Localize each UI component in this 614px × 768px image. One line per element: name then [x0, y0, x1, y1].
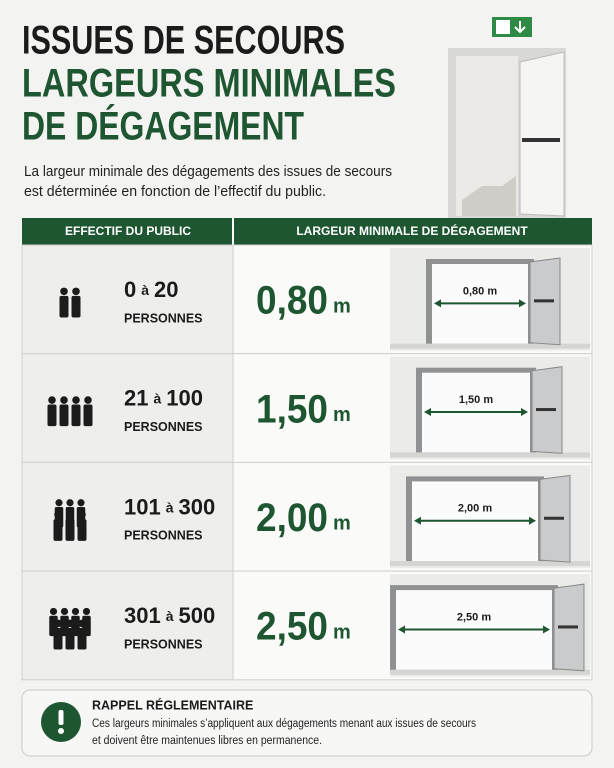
range-to: 500: [179, 603, 216, 628]
floor: [390, 561, 590, 567]
person-body: [77, 519, 87, 541]
notice-box: [21, 689, 593, 757]
intro-line: La largeur minimale des dégagements des …: [24, 163, 392, 180]
title-line: ISSUES DE SECOURS: [22, 19, 345, 63]
person-head: [77, 499, 85, 507]
width-unit: m: [333, 404, 351, 426]
range-sep: à: [141, 282, 149, 298]
person-body: [71, 295, 81, 318]
range-to: 300: [179, 494, 216, 519]
person-head: [49, 607, 58, 616]
person-body: [71, 404, 81, 427]
notice-title: RAPPEL RÉGLEMENTAIRE: [92, 697, 253, 712]
door-illustration: [448, 17, 566, 218]
width-value: 1,50: [256, 387, 328, 431]
person-body: [59, 404, 69, 427]
panic-bar: [536, 408, 556, 412]
width-unit: m: [333, 621, 351, 643]
table-header: [22, 218, 592, 245]
person-head: [60, 396, 68, 404]
door-label: 2,00 m: [458, 503, 492, 515]
person-head: [60, 607, 69, 616]
width-value: 2,00: [256, 496, 328, 540]
floor: [390, 669, 590, 675]
person-head: [84, 396, 92, 404]
column-header: EFFECTIF DU PUBLIC: [65, 224, 191, 238]
person-head: [78, 510, 86, 519]
people-label: PERSONNES: [124, 529, 203, 543]
person-body: [53, 627, 63, 650]
person-head: [66, 499, 74, 507]
people-label: PERSONNES: [124, 311, 203, 325]
person-head: [72, 287, 80, 296]
range-text: 101 à 300: [124, 494, 215, 519]
notice-line: et doivent être maintenues libres en per…: [92, 735, 322, 747]
person-head: [82, 607, 91, 616]
column-header: LARGEUR MINIMALE DE DÉGAGEMENT: [296, 223, 528, 238]
person-body: [47, 404, 57, 427]
range-text: 21 à 100: [124, 386, 203, 411]
width-value: 0,80: [256, 279, 328, 323]
stairs: [462, 176, 516, 216]
person-body: [77, 627, 87, 650]
range-from: 301: [124, 603, 161, 628]
person-body: [65, 519, 75, 541]
people-label: PERSONNES: [124, 420, 203, 434]
exit-arrow: [514, 21, 526, 34]
door-leaf: [519, 51, 565, 217]
person-head: [66, 510, 74, 519]
panic-bar: [534, 299, 554, 303]
width-unit: m: [333, 513, 351, 535]
range-text: 0 à 20: [124, 277, 179, 302]
range-text: 301 à 500: [124, 603, 215, 628]
range-to: 100: [166, 386, 203, 411]
width-value: 2,50: [256, 605, 328, 649]
person-head: [55, 499, 63, 507]
person-head: [66, 619, 74, 628]
range-sep: à: [166, 608, 174, 624]
person-head: [78, 619, 86, 628]
person-body: [53, 519, 63, 541]
door-label: 1,50 m: [459, 394, 493, 406]
range-from: 0: [124, 277, 136, 302]
range-from: 101: [124, 494, 161, 519]
title-line: DE DÉGAGEMENT: [22, 104, 304, 149]
door-label: 0,80 m: [463, 285, 497, 297]
person-head: [72, 396, 80, 404]
person-head: [71, 607, 80, 616]
exit-sign-icon: [496, 20, 510, 34]
person-body: [59, 295, 69, 318]
range-to: 20: [154, 277, 178, 302]
intro-line: est déterminée en fonction de l’effectif…: [24, 183, 326, 200]
range-sep: à: [153, 390, 161, 406]
people-label: PERSONNES: [124, 637, 203, 651]
row-left-cell: [21, 353, 234, 463]
person-body: [83, 404, 93, 427]
row-left-cell: [21, 244, 234, 355]
width-unit: m: [333, 295, 351, 317]
title-line: LARGEURS MINIMALES: [22, 62, 396, 106]
floor: [390, 452, 590, 458]
person-head: [60, 287, 68, 296]
door-label: 2,50 m: [457, 611, 491, 623]
range-from: 21: [124, 386, 148, 411]
panic-bar: [522, 138, 560, 142]
range-sep: à: [166, 499, 174, 515]
person-head: [48, 396, 56, 404]
notice-line: Ces largeurs minimales s’appliquent aux …: [92, 718, 476, 730]
person-body: [65, 627, 75, 650]
person-head: [54, 510, 62, 519]
panic-bar: [558, 625, 578, 629]
notice-icon-bar: [58, 710, 64, 725]
floor: [390, 343, 590, 349]
person-head: [54, 619, 62, 628]
notice-icon-dot: [58, 728, 64, 734]
panic-bar: [544, 516, 564, 520]
